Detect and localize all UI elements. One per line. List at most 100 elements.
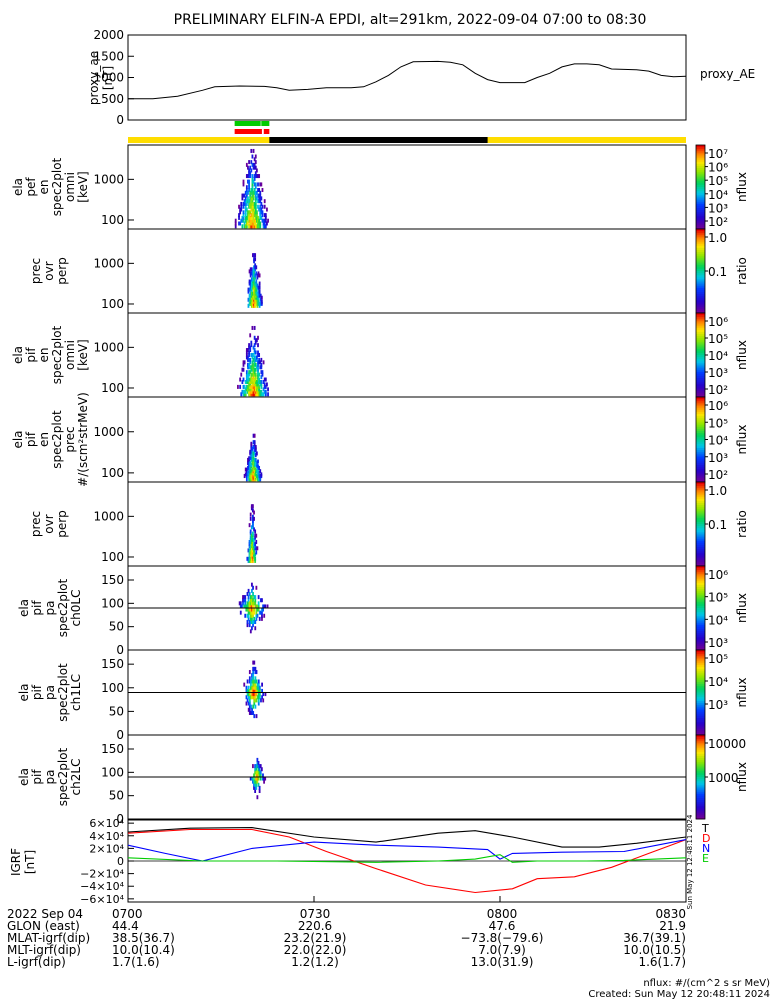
spec-cell — [248, 281, 251, 286]
spec-cell — [252, 218, 255, 223]
spec-cell — [256, 761, 259, 765]
colorbar-cell — [696, 201, 705, 205]
spec-cell — [243, 474, 246, 479]
spec-cell — [260, 370, 263, 375]
colorbar-cell — [696, 216, 705, 219]
spec-cell — [257, 767, 260, 772]
colorbar-cell — [696, 222, 705, 226]
spec-cell — [253, 190, 256, 195]
spec-cell — [253, 387, 256, 392]
colorbar-cell — [696, 187, 705, 190]
colorbar-cell — [696, 172, 705, 175]
colorbar-cell — [696, 551, 705, 554]
spec-cell — [244, 190, 247, 195]
colorbar-cell — [696, 526, 705, 529]
spec-cell — [253, 204, 256, 209]
spec-cell — [250, 287, 253, 292]
spec-cell — [251, 213, 254, 218]
colorbar-tick-label: 10⁷ — [708, 147, 728, 161]
spec-cell — [262, 379, 265, 384]
spec-cell — [258, 470, 261, 475]
spec-cell — [250, 271, 253, 276]
spec-cell — [242, 598, 244, 603]
spec-cell — [255, 767, 258, 772]
spec-cell — [248, 293, 251, 298]
spec-cell — [251, 692, 253, 697]
spec-cell — [252, 179, 255, 184]
created-timestamp: Created: Sun May 12 20:48:11 2024 — [588, 989, 770, 1000]
colorbar-cell — [696, 294, 705, 297]
spec-cell — [249, 456, 252, 461]
spec-cell — [264, 692, 267, 697]
spec-cell — [248, 676, 251, 681]
colorbar-cell — [696, 233, 705, 236]
spec-cell — [250, 537, 253, 542]
ephemeris-value: 13.0(31.9) — [471, 955, 534, 969]
colorbar-cell — [696, 637, 705, 640]
spec-cell — [248, 688, 251, 693]
spec-cell — [242, 367, 245, 372]
spec-cell — [250, 710, 252, 715]
spec-cell — [248, 210, 250, 215]
spec-cell — [255, 297, 258, 302]
spec-cell — [252, 660, 255, 665]
colorbar-cell — [696, 578, 705, 582]
colorbar-cell — [696, 239, 705, 242]
colorbar-cell — [696, 789, 705, 793]
spec-cell — [249, 387, 252, 392]
spec-cell — [258, 392, 261, 397]
spec-ylabel-line: ela — [17, 768, 31, 786]
spec-cell — [263, 382, 266, 387]
spec-cell — [250, 704, 252, 709]
colorbar-cell — [696, 667, 705, 670]
spec-cell — [257, 370, 259, 375]
colorbar-cell — [696, 145, 705, 148]
colorbar-cell — [696, 344, 705, 347]
spec-cell — [249, 537, 252, 542]
spec-cell — [248, 698, 251, 703]
spec-ylabel-line: spec2plot — [50, 410, 64, 469]
spec-cell — [242, 213, 245, 218]
spec-cell — [248, 370, 250, 375]
colorbar-cell — [696, 724, 705, 727]
spec-ytick-label: 100 — [101, 213, 124, 227]
colorbar-cell — [696, 711, 705, 715]
colorbar-cell — [696, 382, 705, 385]
spec-cell — [252, 516, 254, 521]
spec-cell — [253, 355, 256, 360]
colorbar-cell — [696, 454, 705, 457]
igrf-series-N — [127, 839, 687, 862]
colorbar-cell — [696, 456, 705, 460]
spec-cell — [257, 701, 260, 706]
spec-cell — [249, 221, 252, 226]
spec-cell — [251, 620, 253, 624]
spec-cell — [255, 218, 258, 223]
colorbar-cell — [696, 593, 705, 596]
spec-cell — [253, 335, 256, 340]
spec-cell — [251, 218, 254, 223]
spec-cell — [252, 537, 254, 542]
spec-cell — [250, 283, 253, 288]
colorbar-cell — [696, 182, 705, 186]
spec-cell — [255, 773, 258, 778]
spec-cell — [249, 629, 252, 634]
spec-cell — [254, 384, 257, 389]
spec-cell — [261, 610, 263, 615]
spec-cell — [242, 377, 245, 382]
spec-cell — [248, 301, 251, 306]
spec-cell — [248, 350, 250, 355]
spec-cell — [253, 616, 256, 621]
colorbar-cell — [696, 540, 705, 544]
spec-cell — [252, 604, 254, 609]
ephemeris-value: 23.2(21.9) — [284, 931, 347, 945]
spec-cell — [255, 613, 258, 618]
spec-cell — [239, 384, 242, 389]
spec-cell — [257, 360, 259, 365]
spec-cell — [240, 204, 243, 209]
colorbar-cell — [696, 174, 705, 177]
colorbar-cell — [696, 692, 705, 696]
spec-cell — [245, 688, 248, 693]
colorbar-tick-label: 10⁵ — [708, 591, 728, 605]
spec-cell — [253, 301, 255, 306]
